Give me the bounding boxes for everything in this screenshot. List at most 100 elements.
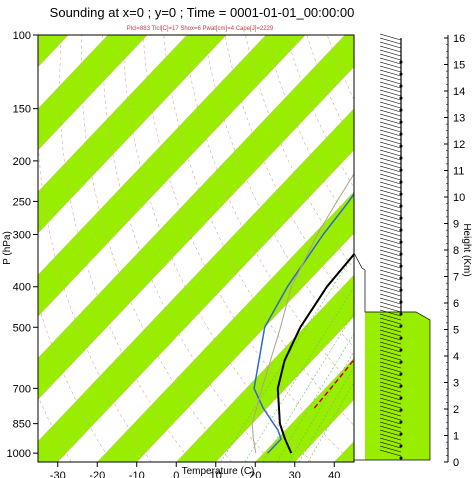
dry-adiabat [265,35,354,230]
wind-barb [379,381,402,389]
x-axis-label: Temperature (C) [182,466,255,477]
isotherm [38,108,354,442]
isotherm [38,35,306,317]
wind-barb [379,89,402,97]
isotherm [255,357,354,462]
wind-barb [379,281,402,289]
isotherm [38,35,188,193]
wind-barb [379,229,402,237]
wind-barb [379,329,402,337]
height-tick-label: 1 [453,431,459,443]
sounding-line-3 [251,172,354,454]
wind-barb [379,353,402,361]
wind-barb-dot [399,420,403,424]
wind-barb [379,41,402,49]
wind-barb [379,345,402,353]
isotherm [38,66,354,400]
wind-barb [379,185,402,193]
wind-barb [379,57,402,65]
wind-barb [379,433,402,441]
wind-barb [379,181,402,189]
wind-barb-dot [399,264,403,268]
wind-barb-dot [399,228,403,232]
dry-adiabat [81,35,232,462]
barb-column-outline [353,252,431,461]
height-tick-label: 10 [453,192,465,204]
wind-barb [379,257,402,265]
wind-barb-dot [399,360,403,364]
wind-barb [379,65,402,73]
wind-barb [379,369,402,377]
height-tick-label: 12 [453,139,465,151]
x-tick-label: 40 [328,470,340,478]
height-tick-label: 2 [453,404,459,416]
dry-adiabat [142,35,352,462]
wind-barb [379,449,402,457]
wind-barb [379,197,402,205]
mixing-ratio-line [276,333,354,462]
wind-barb-dot [399,312,403,316]
wind-barb [379,233,402,241]
wind-barb [379,221,402,229]
height-tick-label: 11 [453,166,464,178]
wind-barb [379,105,402,113]
height-tick-label: 13 [453,113,465,125]
mixing-ratio-label: 12 [415,181,425,191]
height-tick-label: 3 [453,378,459,390]
mixing-ratio-labels: 8121620242832 [397,181,474,191]
wind-barb [379,409,402,417]
wind-barb [379,437,402,445]
isotherm [38,35,346,359]
wind-barb [379,173,402,181]
y-tick-label: 150 [13,104,31,116]
wind-barb [379,61,402,69]
sounding-series [251,172,354,454]
wind-barb-dot [399,84,403,88]
dry-adiabat [38,35,152,462]
height-axis-label: Height (Km) [461,223,472,276]
wind-barb [379,193,402,201]
wind-barb [379,129,402,137]
wind-barb [379,429,402,437]
isotherms [38,35,354,462]
wind-barb [379,85,402,93]
wind-barb [379,309,402,317]
wind-barb-dot [399,336,403,340]
wind-barb-dot [399,60,403,64]
wind-barb [379,317,402,325]
wind-barb [379,377,402,385]
wind-barb-dot [399,372,403,376]
wind-barb [379,305,402,313]
wind-barb [379,133,402,141]
mixing-ratio-lines [220,253,354,462]
y-tick-label: 850 [13,419,31,431]
chart-title: Sounding at x=0 ; y=0 ; Time = 0001-01-0… [50,5,355,20]
wind-barb-dot [399,432,403,436]
wind-barb [379,405,402,413]
wind-barb [379,49,402,57]
x-tick-label: -10 [129,470,145,478]
wind-barb-dot [399,204,403,208]
wind-barb [379,341,402,349]
height-tick-label: 6 [453,298,459,310]
x-axis: -30 -20 -10 0 10 20 30 40 [50,462,340,478]
dry-adiabat [224,35,354,310]
wind-barb-dot [399,348,403,352]
wind-barb [379,217,402,225]
isotherm [38,35,267,276]
height-tick-label: 8 [453,245,459,257]
mixing-ratio-label: 24 [452,181,462,191]
x-tick-label: 30 [289,470,301,478]
wind-barb [379,165,402,173]
wind-barb [379,145,402,153]
wind-barb [379,425,402,433]
wind-barb [379,365,402,373]
wind-barb [379,137,402,145]
height-tick-label: 9 [453,219,459,231]
wind-barb [379,389,402,397]
wind-barb [379,37,402,45]
x-tick-label: -30 [50,470,66,478]
wind-barb [379,113,402,121]
